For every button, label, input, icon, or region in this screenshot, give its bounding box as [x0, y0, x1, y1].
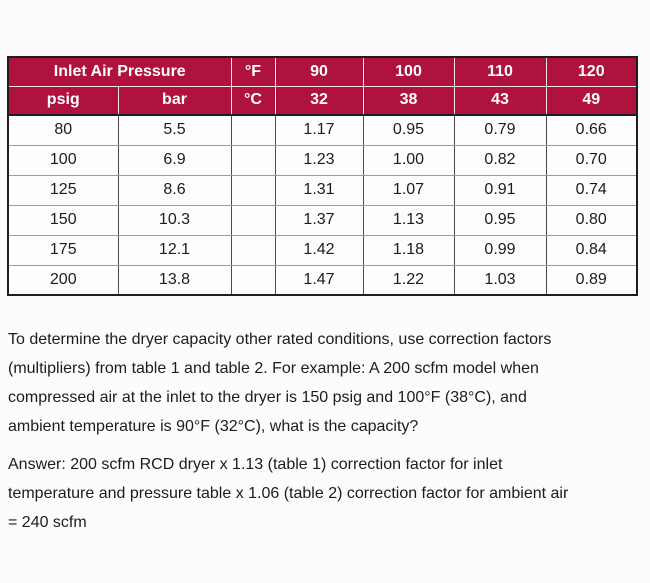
factor-value: 0.95 [453, 204, 547, 236]
celsius-spacer-cell [230, 264, 276, 296]
bar-value: 6.9 [117, 144, 232, 176]
factor-value: 1.18 [362, 234, 455, 266]
factor-value: 1.22 [362, 264, 455, 296]
capacity-answer-paragraph: Answer: 200 scfm RCD dryer x 1.13 (table… [8, 456, 569, 531]
factor-value: 1.13 [362, 204, 455, 236]
temp-f-120-header: 120 [545, 56, 638, 87]
psig-value: 200 [7, 264, 119, 296]
temp-f-90-header: 90 [274, 56, 364, 87]
psig-column-header: psig [7, 85, 119, 116]
table-row-100psig: 100 6.9 1.23 1.00 0.82 0.70 [7, 144, 638, 176]
factor-value: 1.31 [274, 174, 364, 206]
factor-value: 0.70 [545, 144, 638, 176]
header-row-fahrenheit: Inlet Air Pressure °F 90 100 110 120 [7, 56, 638, 87]
factor-value: 0.79 [453, 114, 547, 146]
factor-value: 1.03 [453, 264, 547, 296]
temp-c-32-header: 32 [274, 85, 364, 116]
temp-f-110-header: 110 [453, 56, 547, 87]
factor-value: 1.47 [274, 264, 364, 296]
psig-value: 80 [7, 114, 119, 146]
factor-value: 1.07 [362, 174, 455, 206]
temp-c-38-header: 38 [362, 85, 455, 116]
factor-value: 0.82 [453, 144, 547, 176]
bar-value: 10.3 [117, 204, 232, 236]
factor-value: 0.99 [453, 234, 547, 266]
celsius-spacer-cell [230, 234, 276, 266]
table-row-80psig: 80 5.5 1.17 0.95 0.79 0.66 [7, 114, 638, 146]
bar-value: 8.6 [117, 174, 232, 206]
table-row-200psig: 200 13.8 1.47 1.22 1.03 0.89 [7, 264, 638, 296]
bar-value: 12.1 [117, 234, 232, 266]
inlet-air-pressure-header: Inlet Air Pressure [7, 56, 232, 87]
temp-f-100-header: 100 [362, 56, 455, 87]
psig-value: 125 [7, 174, 119, 206]
factor-value: 1.37 [274, 204, 364, 236]
factor-value: 0.84 [545, 234, 638, 266]
temp-c-43-header: 43 [453, 85, 547, 116]
celsius-spacer-cell [230, 144, 276, 176]
psig-value: 100 [7, 144, 119, 176]
capacity-question-paragraph: To determine the dryer capacity other ra… [8, 331, 552, 435]
factor-value: 1.23 [274, 144, 364, 176]
explanatory-text-block: To determine the dryer capacity other ra… [8, 325, 644, 537]
temp-c-49-header: 49 [545, 85, 638, 116]
factor-value: 0.80 [545, 204, 638, 236]
celsius-spacer-cell [230, 114, 276, 146]
table-row-175psig: 175 12.1 1.42 1.18 0.99 0.84 [7, 234, 638, 266]
correction-factor-table-container: Inlet Air Pressure °F 90 100 110 120 psi… [7, 56, 650, 296]
psig-value: 175 [7, 234, 119, 266]
celsius-spacer-cell [230, 174, 276, 206]
factor-value: 0.91 [453, 174, 547, 206]
table-row-150psig: 150 10.3 1.37 1.13 0.95 0.80 [7, 204, 638, 236]
factor-value: 1.42 [274, 234, 364, 266]
header-row-celsius: psig bar °C 32 38 43 49 [7, 85, 638, 116]
table-row-125psig: 125 8.6 1.31 1.07 0.91 0.74 [7, 174, 638, 206]
bar-value: 13.8 [117, 264, 232, 296]
bar-value: 5.5 [117, 114, 232, 146]
factor-value: 1.17 [274, 114, 364, 146]
bar-column-header: bar [117, 85, 232, 116]
fahrenheit-unit-header: °F [230, 56, 276, 87]
factor-value: 0.66 [545, 114, 638, 146]
psig-value: 150 [7, 204, 119, 236]
factor-value: 0.89 [545, 264, 638, 296]
factor-value: 0.74 [545, 174, 638, 206]
celsius-unit-header: °C [230, 85, 276, 116]
factor-value: 0.95 [362, 114, 455, 146]
celsius-spacer-cell [230, 204, 276, 236]
inlet-air-pressure-correction-table: Inlet Air Pressure °F 90 100 110 120 psi… [7, 56, 638, 296]
factor-value: 1.00 [362, 144, 455, 176]
